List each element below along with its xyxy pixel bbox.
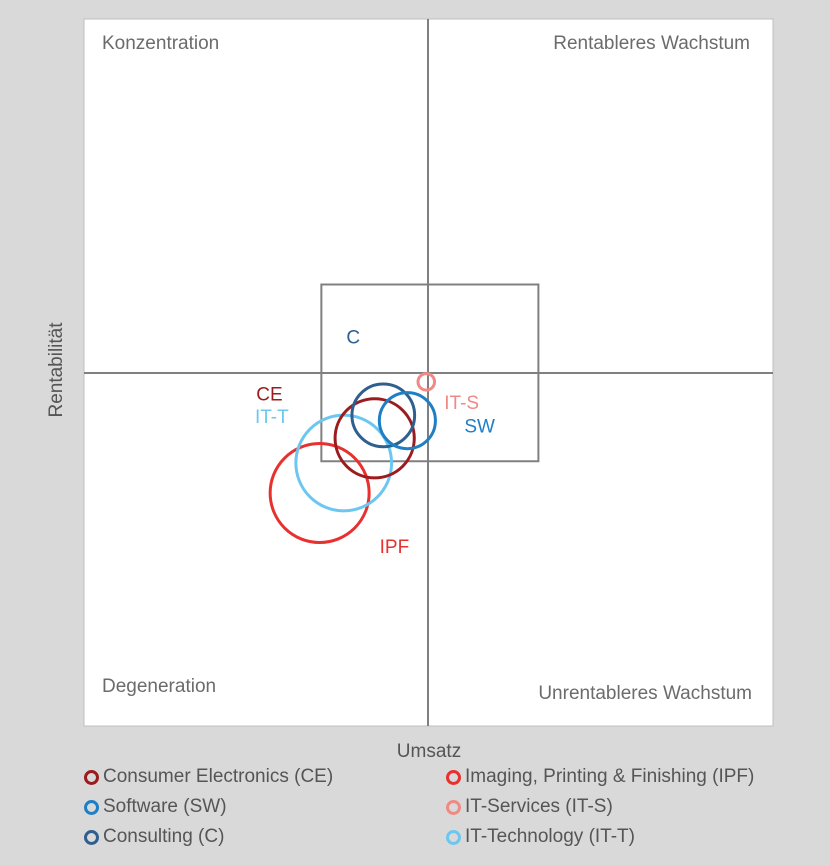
legend-label: IT-Services (IT-S): [465, 796, 613, 817]
legend-marker-icon: [446, 799, 461, 815]
legend-label: Consulting (C): [103, 826, 225, 847]
legend-marker-icon: [446, 829, 461, 845]
legend-label: IT-Technology (IT-T): [465, 826, 635, 847]
legend-item-c: Consulting (C): [84, 826, 224, 848]
legend-label: Software (SW): [103, 796, 227, 817]
legend-item-ce: Consumer Electronics (CE): [84, 766, 333, 788]
legend-item-it-s: IT-Services (IT-S): [446, 796, 613, 818]
legend-marker-icon: [84, 829, 99, 845]
x-axis-label: Umsatz: [397, 741, 461, 762]
legend-item-sw: Software (SW): [84, 796, 227, 818]
bubble-it-s: [416, 372, 437, 392]
bubble-sw: [377, 391, 437, 451]
quadrant-bottom-right-label: Unrentableres Wachstum: [538, 683, 752, 704]
quadrant-top-right-label: Rentableres Wachstum: [553, 33, 750, 54]
bubble-label-c: C: [346, 327, 360, 348]
bubble-label-sw: SW: [464, 417, 495, 438]
bubble-label-it-s: IT-S: [444, 393, 479, 414]
reference-box: [320, 283, 540, 463]
legend-marker-icon: [84, 799, 99, 815]
legend-marker-icon: [446, 769, 461, 785]
bubble-label-ce: CE: [256, 384, 282, 405]
bubble-label-it-t: IT-T: [255, 407, 289, 428]
bubble-label-ipf: IPF: [380, 537, 410, 558]
legend-marker-icon: [84, 769, 99, 785]
bubble-ipf: [268, 442, 371, 545]
legend-item-it-t: IT-Technology (IT-T): [446, 826, 635, 848]
bubble-c: [350, 382, 417, 449]
bubble-ce: [333, 397, 416, 480]
legend-label: Consumer Electronics (CE): [103, 766, 334, 787]
y-axis-label: Rentabilität: [46, 322, 67, 418]
legend-item-ipf: Imaging, Printing & Finishing (IPF): [446, 766, 754, 788]
quadrant-bottom-left-label: Degeneration: [102, 676, 216, 697]
quadrant-top-left-label: Konzentration: [102, 33, 219, 54]
legend-label: Imaging, Printing & Finishing (IPF): [465, 766, 755, 787]
